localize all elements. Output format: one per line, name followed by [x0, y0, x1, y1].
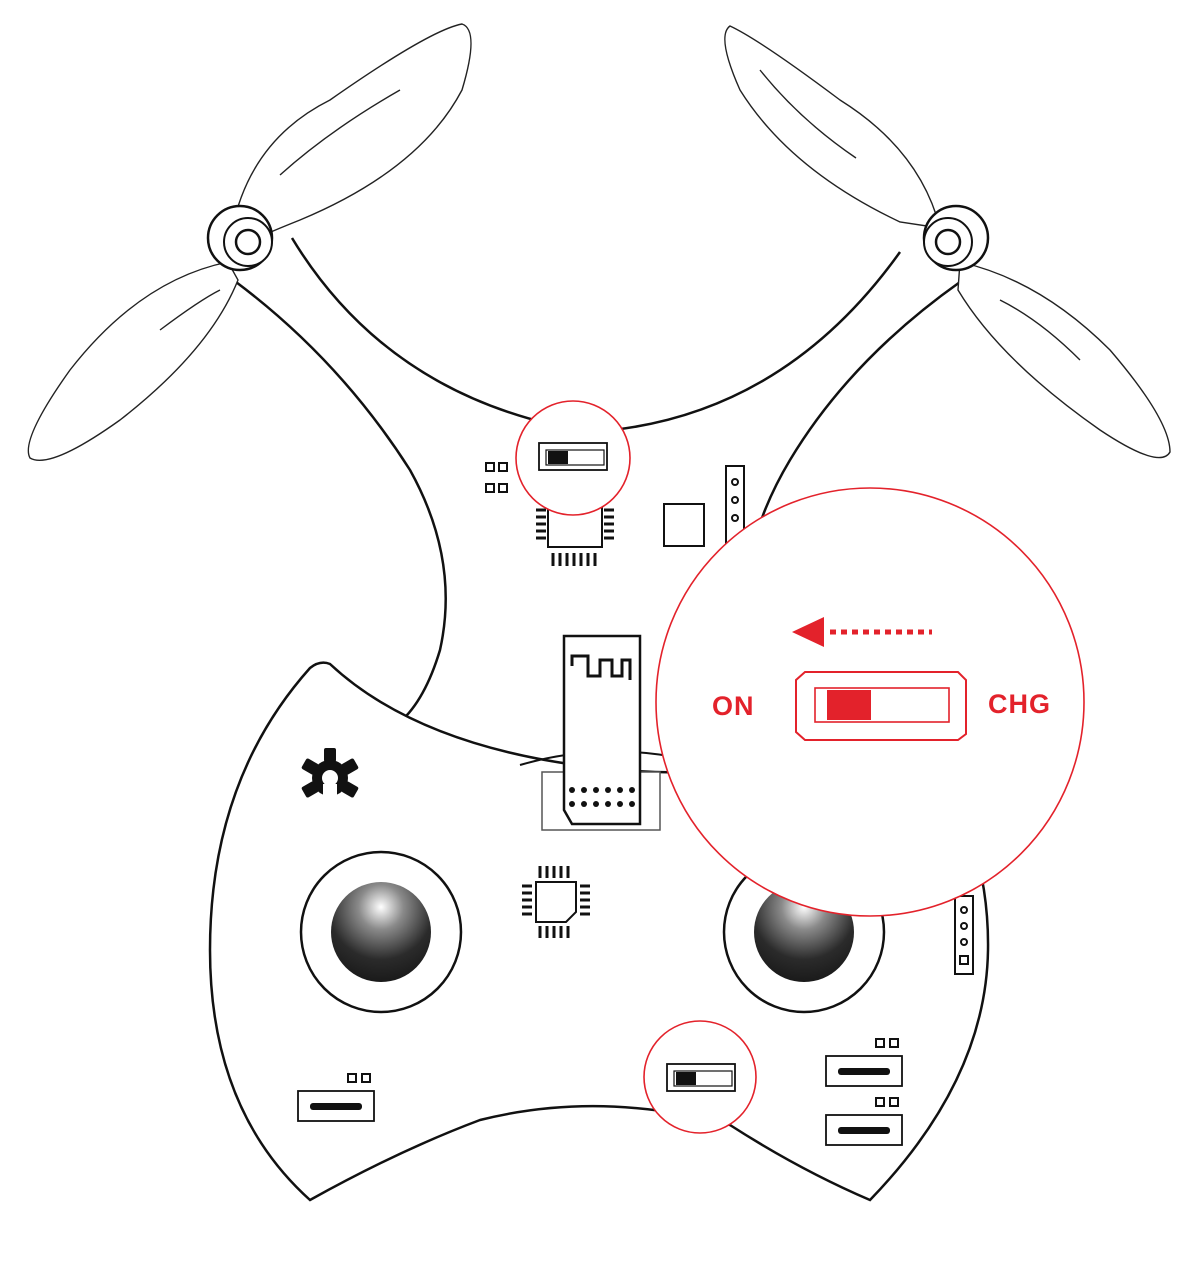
antenna-icon — [541, 634, 661, 831]
button-right-upper[interactable] — [825, 1038, 903, 1087]
button-left-bottom[interactable] — [297, 1073, 375, 1122]
controller-chip-icon — [522, 866, 590, 938]
slide-switch-zoom-icon[interactable] — [795, 671, 967, 741]
drone-switch-highlight — [515, 400, 631, 516]
switch-on-label: ON — [712, 691, 755, 721]
slide-switch-icon[interactable] — [666, 1063, 736, 1092]
drone-frame-left-edge — [235, 281, 447, 723]
button-right-lower[interactable] — [825, 1097, 903, 1146]
controller-pin-header — [954, 895, 974, 975]
propeller-left-icon — [27, 23, 472, 462]
switch-chg-label: CHG — [988, 689, 1051, 719]
drone-frame-top-edge — [290, 237, 902, 434]
drone-smd-pads — [485, 462, 508, 493]
slide-switch-icon[interactable] — [538, 442, 608, 471]
joystick-left-icon[interactable] — [299, 850, 463, 1014]
gear-icon — [301, 748, 359, 810]
controller-switch-highlight — [643, 1020, 757, 1134]
switch-zoom-callout: ON CHG — [655, 487, 1085, 917]
drone-square-component — [663, 503, 705, 547]
arrow-left-icon — [792, 617, 932, 647]
propeller-right-icon — [724, 25, 1171, 459]
